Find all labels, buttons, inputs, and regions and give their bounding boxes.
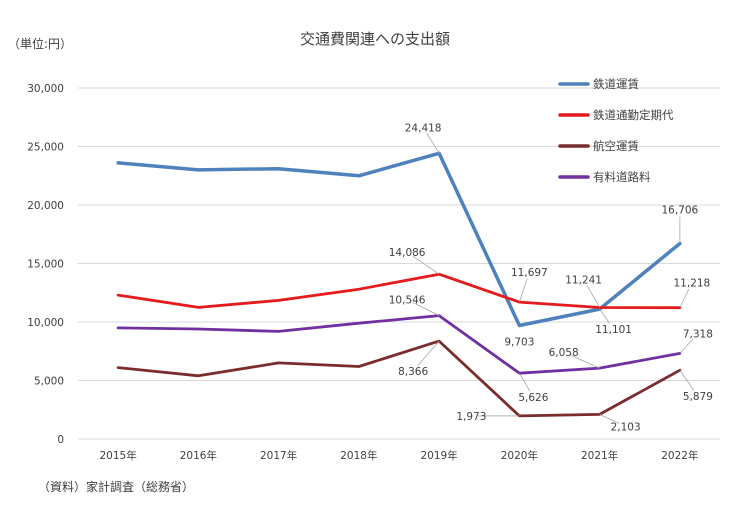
leader-line — [412, 255, 440, 275]
x-tick-label: 2016年 — [180, 449, 217, 462]
series-lines — [116, 151, 682, 418]
data-label-group: 8,366 — [398, 340, 440, 378]
y-axis-ticks: 0 5,000 10,000 15,000 20,000 25,000 30,000 — [27, 83, 64, 446]
legend-label: 鉄道通勤定期代 — [593, 108, 674, 122]
data-label-group: 10,546 — [389, 295, 440, 316]
data-labels: 24,418 9,703 11,101 16,706 14,086 11,697 11,24… — [389, 122, 713, 433]
leader-line — [679, 369, 695, 391]
leader-line — [679, 288, 690, 308]
data-label-group: 11,697 — [511, 267, 548, 303]
data-label: 8,366 — [398, 366, 428, 378]
y-tick-label: 25,000 — [27, 142, 64, 154]
legend-item: 鉄道運賃 — [558, 77, 639, 91]
data-label: 16,706 — [662, 205, 699, 217]
data-label: 10,546 — [389, 295, 426, 307]
data-label: 11,218 — [674, 278, 711, 290]
leader-line — [518, 278, 528, 303]
x-tick-label: 2015年 — [100, 449, 137, 462]
data-label: 14,086 — [389, 247, 426, 259]
legend-item: 鉄道通勤定期代 — [558, 108, 674, 122]
x-axis-ticks: 2015年 2016年 2017年 2018年 2019年 2020年 2021年 2022年 — [100, 449, 699, 462]
y-tick-label: 15,000 — [27, 259, 64, 271]
data-label: 9,703 — [504, 336, 534, 348]
x-tick-label: 2022年 — [661, 449, 698, 462]
leader-line — [426, 133, 440, 154]
y-tick-label: 30,000 — [27, 83, 64, 95]
leader-line — [679, 338, 694, 354]
data-label: 5,879 — [683, 391, 713, 403]
data-label: 11,101 — [595, 324, 632, 336]
data-label: 11,241 — [565, 274, 602, 286]
data-label-group: 11,241 — [565, 274, 602, 308]
data-label: 11,697 — [511, 267, 548, 279]
legend-label: 航空運賃 — [593, 139, 639, 153]
series-line-3 — [116, 314, 682, 375]
y-tick-label: 5,000 — [34, 376, 64, 388]
leader-line — [569, 354, 600, 369]
data-label: 24,418 — [405, 122, 442, 134]
data-label-group: 7,318 — [679, 328, 713, 354]
x-tick-label: 2017年 — [260, 449, 297, 462]
data-label-group: 6,058 — [549, 347, 600, 369]
legend-label: 鉄道運賃 — [593, 77, 639, 91]
legend-item: 有料道路料 — [558, 170, 651, 184]
data-label: 2,103 — [611, 421, 641, 433]
data-label: 1,973 — [456, 411, 486, 423]
data-label-group: 2,103 — [599, 414, 641, 433]
data-label: 5,626 — [518, 392, 548, 404]
data-label-group: 5,626 — [518, 372, 549, 404]
legend-label: 有料道路料 — [593, 170, 651, 184]
legend-item: 航空運賃 — [558, 139, 639, 153]
data-label: 6,058 — [549, 347, 579, 359]
data-label-group: 1,973 — [456, 411, 520, 423]
data-label-group: 11,218 — [674, 278, 711, 308]
leader-line — [519, 372, 531, 392]
data-label-group: 11,101 — [595, 308, 632, 336]
data-label-group: 9,703 — [504, 336, 534, 348]
source-note: （資料）家計調査（総務省） — [38, 479, 194, 494]
data-label-group: 16,706 — [662, 205, 699, 244]
x-tick-label: 2019年 — [421, 449, 458, 462]
data-label-group: 24,418 — [405, 122, 442, 154]
y-tick-label: 0 — [57, 434, 64, 446]
series-line-1 — [116, 272, 682, 310]
leader-line — [599, 308, 610, 324]
series-line-0 — [116, 151, 682, 328]
leader-line — [586, 285, 600, 308]
data-label-group: 14,086 — [389, 247, 440, 275]
leader-line — [413, 302, 440, 316]
x-tick-label: 2020年 — [501, 449, 538, 462]
leader-line — [599, 414, 620, 424]
series-line-2 — [116, 339, 682, 418]
chart-title: 交通費関連への支出額 — [300, 30, 450, 48]
gridlines — [78, 87, 720, 440]
leader-line — [417, 340, 440, 367]
x-tick-label: 2021年 — [581, 449, 618, 462]
y-tick-label: 10,000 — [27, 317, 64, 329]
y-tick-label: 20,000 — [27, 200, 64, 212]
x-tick-label: 2018年 — [340, 449, 377, 462]
data-label-group: 5,879 — [679, 369, 713, 403]
data-label: 7,318 — [683, 328, 713, 340]
unit-label: （単位:円） — [8, 36, 72, 51]
